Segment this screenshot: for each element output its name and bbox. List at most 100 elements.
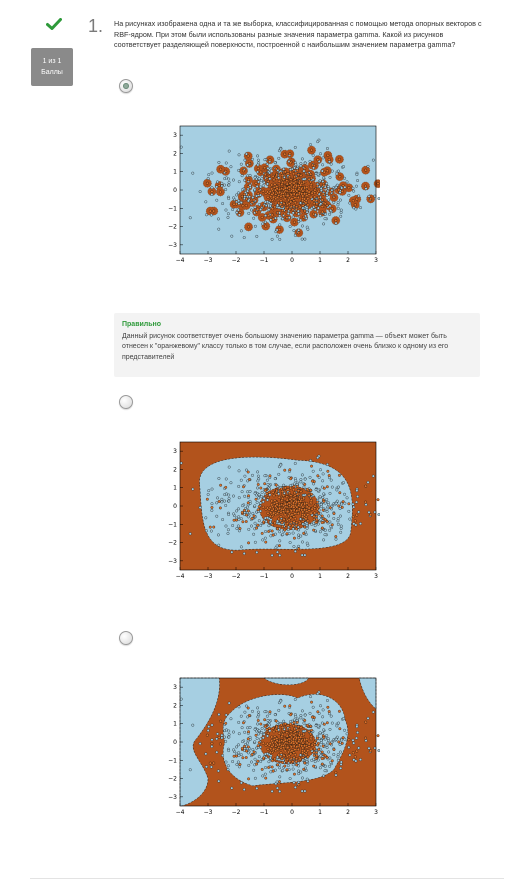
data-point-orange (280, 521, 284, 525)
answer-option-1-radio[interactable] (119, 79, 133, 93)
data-point-blue (216, 496, 219, 500)
data-point-blue (237, 743, 240, 747)
data-point-blue (204, 516, 208, 520)
data-point-orange (246, 737, 250, 741)
data-point-orange (242, 485, 245, 489)
data-point-blue (327, 514, 331, 518)
data-point-blue (325, 498, 329, 501)
data-point-blue (251, 473, 254, 477)
data-point-orange (271, 726, 275, 730)
data-point-orange (278, 742, 282, 746)
data-point-orange (282, 518, 286, 522)
data-point-blue (266, 182, 269, 186)
data-point-orange (312, 751, 316, 754)
data-point-blue (335, 724, 339, 728)
data-point-orange (340, 741, 344, 745)
data-point-blue (306, 227, 310, 231)
data-point-blue (255, 234, 259, 238)
data-point-blue (339, 760, 343, 764)
data-point-orange (310, 464, 313, 468)
data-point-orange (268, 742, 272, 745)
data-point-orange (286, 724, 290, 728)
data-point-blue (275, 234, 279, 238)
data-point-blue (270, 789, 274, 793)
data-point-orange (250, 201, 254, 204)
data-point-orange (210, 190, 214, 193)
data-point-orange (288, 175, 291, 179)
data-point-orange (288, 727, 291, 731)
data-point-blue (257, 755, 261, 759)
data-point-orange (296, 725, 300, 729)
data-point-orange (242, 509, 246, 512)
x-tick-label: 0 (290, 257, 294, 264)
data-point-orange (271, 523, 274, 527)
data-point-orange (295, 509, 299, 513)
data-point-orange (212, 761, 216, 765)
data-point-orange (292, 488, 295, 492)
y-tick-label: 1 (173, 485, 177, 492)
data-point-orange (340, 505, 344, 509)
data-point-blue (231, 524, 235, 527)
data-point-blue (247, 763, 251, 767)
data-point-orange (364, 500, 367, 504)
data-point-blue (250, 524, 253, 528)
data-point-blue (220, 733, 224, 737)
data-point-orange (241, 756, 245, 760)
data-point-orange (312, 764, 316, 768)
data-point-blue (226, 764, 230, 768)
data-point-orange (285, 182, 289, 186)
data-point-orange (270, 499, 274, 503)
data-point-orange (292, 505, 296, 509)
data-point-blue (237, 191, 240, 195)
data-point-blue (340, 186, 344, 190)
data-point-blue (300, 157, 304, 161)
data-point-blue (265, 478, 269, 482)
data-point-blue (260, 174, 264, 178)
data-point-orange (307, 190, 311, 194)
data-point-orange (338, 175, 342, 179)
data-point-orange (268, 158, 272, 162)
data-point-orange (295, 736, 298, 740)
data-point-blue (319, 518, 323, 522)
data-point-blue (303, 477, 307, 481)
data-point-blue (277, 206, 281, 210)
answer-option-3-radio[interactable] (119, 631, 133, 645)
answer-option-2-radio[interactable] (119, 395, 133, 409)
data-point-blue (237, 732, 241, 736)
data-point-orange (353, 519, 357, 523)
data-point-blue (253, 776, 257, 780)
data-point-blue (318, 731, 322, 735)
data-point-blue (308, 711, 312, 715)
data-point-orange (326, 469, 330, 473)
data-point-blue (348, 517, 352, 521)
data-point-blue (275, 550, 279, 554)
data-point-blue (220, 181, 224, 185)
data-point-blue (250, 760, 253, 764)
data-point-blue (247, 515, 250, 519)
data-point-orange (297, 503, 301, 507)
data-point-orange (240, 746, 244, 750)
data-point-orange (279, 171, 283, 175)
data-point-orange (292, 185, 295, 189)
data-point-blue (236, 524, 240, 528)
data-point-orange (309, 180, 312, 184)
data-point-orange (217, 736, 221, 739)
data-point-orange (327, 158, 331, 161)
data-point-orange (273, 182, 277, 186)
data-point-blue (321, 732, 325, 735)
y-tick-label: −3 (168, 242, 177, 249)
data-point-blue (248, 499, 252, 503)
data-point-blue (335, 488, 339, 492)
data-point-blue (293, 462, 297, 465)
data-point-orange (289, 178, 293, 181)
data-point-orange (210, 506, 214, 509)
data-point-blue (316, 456, 320, 460)
data-point-blue (253, 504, 257, 508)
data-point-orange (289, 509, 293, 513)
data-point-blue (323, 217, 327, 221)
data-point-blue (305, 210, 309, 214)
data-point-orange (276, 211, 280, 215)
data-point-orange (254, 181, 258, 185)
data-point-orange (280, 735, 284, 738)
data-point-orange (295, 505, 299, 509)
